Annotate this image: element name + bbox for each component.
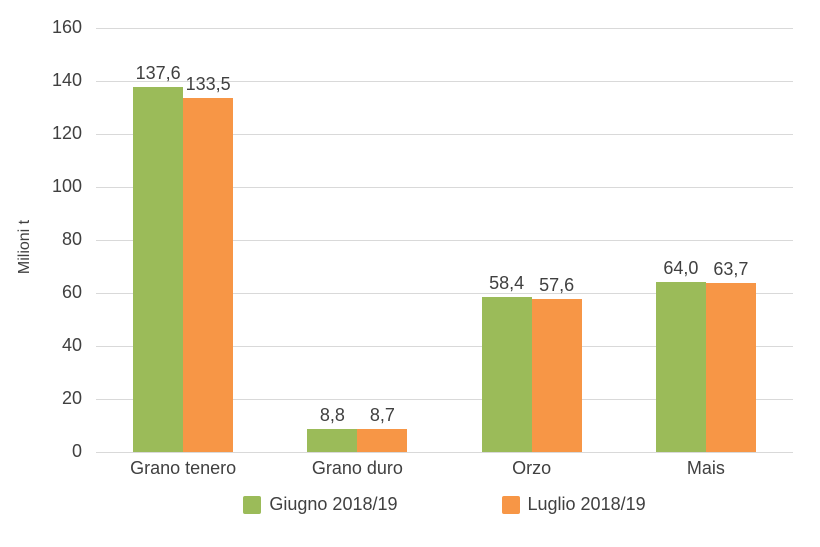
gridline: [96, 27, 793, 29]
legend-item: Giugno 2018/19: [243, 494, 398, 515]
gridline: [96, 186, 793, 188]
bar: [307, 428, 358, 452]
legend-label: Giugno 2018/19: [269, 494, 398, 514]
y-axis-tick-label: 120: [51, 123, 82, 143]
y-axis-tick-label: 80: [61, 229, 82, 249]
bar: [655, 282, 706, 452]
gridline: [96, 292, 793, 294]
gridline: [96, 80, 793, 82]
x-axis-category-label: Orzo: [512, 458, 552, 478]
x-axis-category-label: Grano tenero: [130, 458, 237, 478]
y-axis-tick-label: 160: [51, 17, 82, 37]
bar-value-label: 57,6: [539, 275, 575, 296]
bar-value-label: 133,5: [185, 74, 231, 95]
bar-value-label: 8,7: [369, 404, 395, 425]
legend: Giugno 2018/19 Luglio 2018/19: [96, 494, 793, 515]
bar: [133, 87, 184, 452]
gridline: [96, 239, 793, 241]
bar: [183, 98, 234, 452]
bar: [357, 428, 408, 452]
bar: [481, 297, 532, 452]
bar-value-label: 58,4: [489, 273, 525, 294]
gridline: [96, 398, 793, 400]
x-axis-category-label: Mais: [686, 458, 725, 478]
y-axis-tick-label: 60: [61, 282, 82, 302]
gridline: [96, 451, 793, 453]
y-axis-tick-label: 40: [61, 335, 82, 355]
bar-value-label: 63,7: [713, 259, 749, 280]
bar-value-label: 64,0: [663, 258, 699, 279]
x-axis-category-label: Grano duro: [311, 458, 403, 478]
legend-label: Luglio 2018/19: [527, 494, 646, 514]
legend-swatch: [243, 495, 262, 514]
bar-value-label: 137,6: [135, 63, 181, 84]
gridline: [96, 133, 793, 135]
bar: [531, 299, 582, 452]
bar: [705, 283, 756, 452]
legend-swatch: [501, 495, 520, 514]
y-axis-tick-label: 100: [51, 176, 82, 196]
bar-value-label: 8,8: [319, 404, 345, 425]
y-axis-tick-label: 140: [51, 70, 82, 90]
y-axis-tick-label: 0: [71, 441, 82, 461]
y-axis-tick-label: 20: [61, 388, 82, 408]
gridline: [96, 345, 793, 347]
legend-item: Luglio 2018/19: [501, 494, 646, 515]
